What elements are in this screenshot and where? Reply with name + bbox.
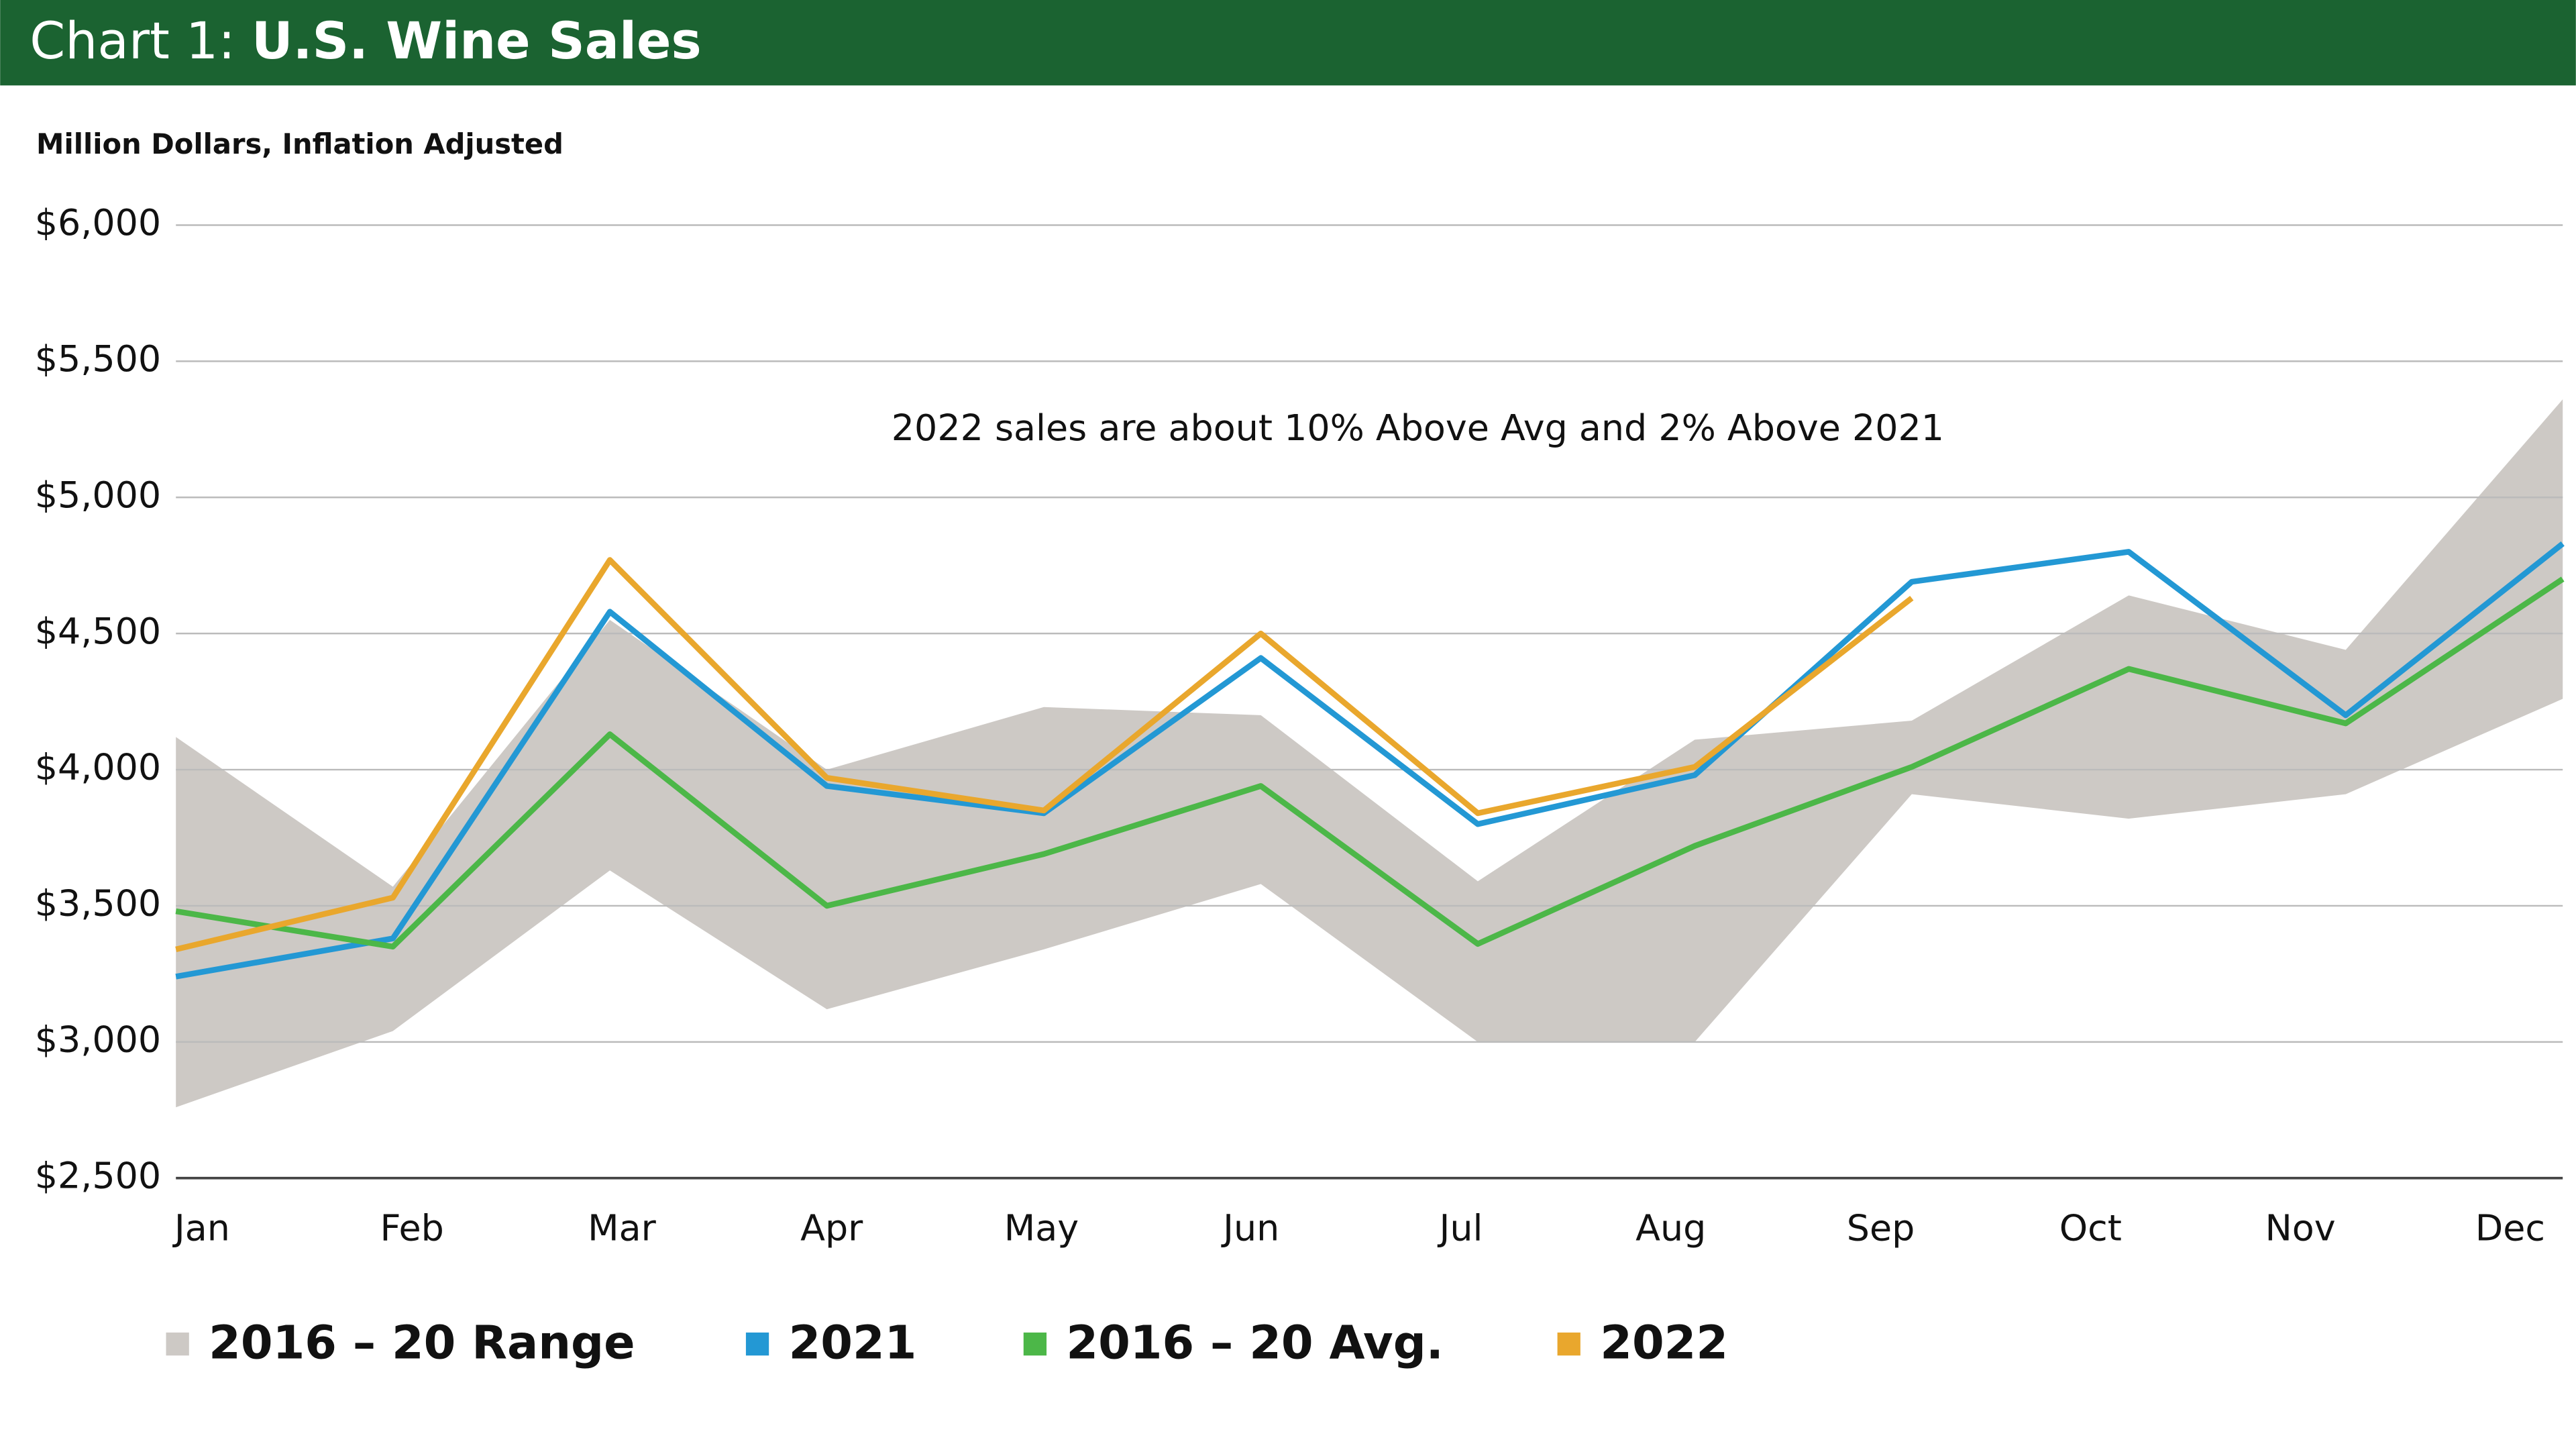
x-tick-label: Apr <box>800 1207 863 1249</box>
legend-label: 2021 <box>789 1316 917 1370</box>
x-tick-label: Oct <box>2059 1207 2122 1249</box>
x-tick-label: Aug <box>1635 1207 1706 1249</box>
legend-label: 2016 – 20 Range <box>209 1316 635 1370</box>
y-tick-label: $4,500 <box>35 610 161 652</box>
x-tick-label: Nov <box>2265 1207 2336 1249</box>
y-tick-label: $4,000 <box>35 746 161 788</box>
series-line <box>175 576 2565 950</box>
y-tick-label: $3,000 <box>35 1018 161 1060</box>
x-tick-label: Sep <box>1847 1207 1915 1249</box>
annotation: 2022 sales are about 10% Above Avg and 2… <box>892 407 1944 449</box>
x-tick-label: Jan <box>172 1207 230 1249</box>
x-tick-label: Jul <box>1438 1207 1483 1249</box>
series-line <box>175 557 1914 953</box>
y-tick-label: $6,000 <box>35 201 161 244</box>
legend-swatch <box>166 1332 189 1356</box>
title-label: Chart 1: <box>30 11 235 70</box>
x-tick-label: Jun <box>1221 1207 1279 1249</box>
x-tick-label: May <box>1004 1207 1079 1249</box>
series-line <box>175 541 2565 980</box>
header-bar <box>0 0 2576 86</box>
x-tick-label: Feb <box>380 1207 443 1249</box>
legend-swatch <box>1557 1332 1580 1356</box>
legend-label: 2022 <box>1600 1316 1728 1370</box>
y-tick-label: $5,500 <box>35 338 161 380</box>
y-tick-label: $2,500 <box>35 1154 161 1196</box>
range-band <box>176 399 2563 1108</box>
x-tick-label: Mar <box>588 1207 656 1249</box>
legend-label: 2016 – 20 Avg. <box>1066 1316 1443 1370</box>
chart-title: Chart 1: U.S. Wine Sales <box>30 11 701 70</box>
x-tick-label: Dec <box>2475 1207 2545 1249</box>
y-axis-label: Million Dollars, Inflation Adjusted <box>36 127 564 160</box>
y-tick-label: $3,500 <box>35 882 161 925</box>
legend-swatch <box>1023 1332 1047 1356</box>
legend-swatch <box>745 1332 769 1356</box>
y-tick-label: $5,000 <box>35 474 161 516</box>
title-main: U.S. Wine Sales <box>252 11 702 70</box>
